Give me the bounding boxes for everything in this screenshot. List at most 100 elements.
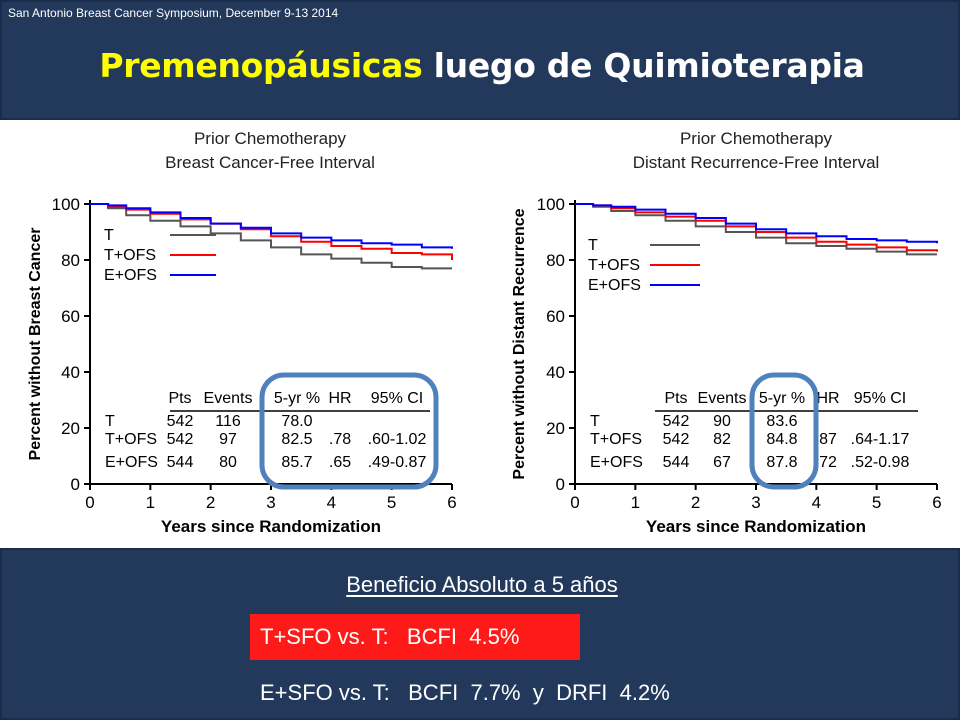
chart2-y-tick-label: 80 <box>546 251 565 270</box>
chart1-table-cell: 544 <box>167 454 194 471</box>
highlight-box <box>250 614 580 660</box>
chart1-table-cell: 97 <box>219 431 237 448</box>
chart2-title: Prior Chemotherapy <box>680 129 833 148</box>
chart2-table-cell: .64-1.17 <box>851 431 910 448</box>
chart1-x-tick-label: 4 <box>327 493 336 512</box>
chart1-table-header: 95% CI <box>371 390 423 407</box>
chart2-table-cell: 67 <box>713 454 731 471</box>
chart2-y-label: Percent without Distant Recurrence <box>511 208 528 479</box>
chart2-x-tick-label: 5 <box>872 493 881 512</box>
header-band: San Antonio Breast Cancer Symposium, Dec… <box>0 0 960 120</box>
chart1-table-header: 5-yr % <box>274 390 320 407</box>
chart2-table-cell: 90 <box>713 413 731 430</box>
chart1-y-tick-label: 40 <box>61 363 80 382</box>
chart1-table-cell: 116 <box>215 413 241 430</box>
chart1-y-tick-label: 60 <box>61 307 80 326</box>
chart1-x-label: Years since Randomization <box>161 517 381 536</box>
chart1-table-cell: 78.0 <box>281 413 312 430</box>
chart1-x-tick-label: 2 <box>206 493 215 512</box>
chart2-table-cell: 72 <box>819 454 837 471</box>
chart2-subtitle: Distant Recurrence-Free Interval <box>633 153 880 172</box>
chart1-table-header: Events <box>204 390 253 407</box>
conference-label: San Antonio Breast Cancer Symposium, Dec… <box>8 6 339 20</box>
chart1-legend-label: E+OFS <box>104 267 157 284</box>
chart2-legend-label: T+OFS <box>588 257 640 274</box>
chart2-series-e-ofs <box>575 203 938 244</box>
chart1-table-header: HR <box>328 390 351 407</box>
chart2-y-tick-label: 0 <box>556 475 565 494</box>
chart2-x-tick-label: 0 <box>570 493 579 512</box>
chart2-table-header: HR <box>816 390 839 407</box>
chart1-y-label: Percent without Breast Cancer <box>27 228 44 461</box>
chart1-table-cell: 80 <box>219 454 237 471</box>
benefit-subtitle: Beneficio Absoluto a 5 años <box>346 572 618 597</box>
chart2-table-cell: 82 <box>713 431 731 448</box>
chart2-table-cell: 542 <box>663 413 690 430</box>
chart2-x-tick-label: 3 <box>751 493 760 512</box>
chart1-series-e-ofs <box>90 203 453 249</box>
chart2-x-label: Years since Randomization <box>646 517 866 536</box>
chart2-table-cell: 84.8 <box>766 431 797 448</box>
title-highlight: Premenopáusicas <box>99 46 423 85</box>
chart1-series-t <box>90 203 452 270</box>
chart2-series-t <box>575 203 937 256</box>
title-rest: luego de Quimioterapia <box>433 46 865 85</box>
chart2-x-tick-label: 6 <box>932 493 941 512</box>
chart2-y-tick-label: 60 <box>546 307 565 326</box>
chart1-table-row-label: E+OFS <box>105 454 158 471</box>
chart1-x-tick-label: 1 <box>146 493 155 512</box>
benefit-line-2: E+SFO vs. T: BCFI 7.7% y DRFI 4.2% <box>260 680 670 705</box>
chart2-table-cell: 544 <box>663 454 690 471</box>
chart1-table-cell: .49-0.87 <box>368 454 427 471</box>
chart1-table-cell: 82.5 <box>281 431 312 448</box>
km-charts: Prior Chemotherapy Breast Cancer-Free Int… <box>27 129 942 536</box>
chart1-table-row-label: T <box>105 413 115 430</box>
chart1-subtitle: Breast Cancer-Free Interval <box>165 153 375 172</box>
chart2-legend-label: E+OFS <box>588 277 641 294</box>
chart2-table-cell: 542 <box>663 431 690 448</box>
chart2-table-cell: 83.6 <box>766 413 797 430</box>
chart1-table-cell: .78 <box>329 431 351 448</box>
chart2-table-row-label: T <box>590 413 600 430</box>
chart2-table-cell: 87 <box>819 431 837 448</box>
slide-title: Premenopáusicas luego de Quimioterapia <box>2 46 960 85</box>
chart2-x-tick-label: 4 <box>812 493 821 512</box>
chart2-y-tick-label: 100 <box>537 195 565 214</box>
chart1-x-tick-label: 5 <box>387 493 396 512</box>
chart2-table-header: 95% CI <box>854 390 906 407</box>
chart2-table-header: Events <box>698 390 747 407</box>
chart1-table-cell: 542 <box>167 431 194 448</box>
chart1-y-tick-label: 100 <box>52 195 80 214</box>
chart1-table-header: Pts <box>168 390 191 407</box>
chart1-table-row-label: T+OFS <box>105 431 157 448</box>
chart1-x-tick-label: 6 <box>447 493 456 512</box>
chart1-y-tick-label: 20 <box>61 419 80 438</box>
chart1-x-tick-label: 3 <box>266 493 275 512</box>
chart2-table-row-label: E+OFS <box>590 454 643 471</box>
footer-band: Beneficio Absoluto a 5 años T+SFO vs. T:… <box>0 548 960 720</box>
charts-area: Prior Chemotherapy Breast Cancer-Free Int… <box>0 120 960 548</box>
chart2-legend-label: T <box>588 237 598 254</box>
chart1-title: Prior Chemotherapy <box>194 129 347 148</box>
chart2-table-cell: .52-0.98 <box>851 454 910 471</box>
chart1-highlight-ring <box>259 372 439 490</box>
chart2-x-tick-label: 1 <box>631 493 640 512</box>
chart2-table-header: Pts <box>664 390 687 407</box>
chart2-x-tick-label: 2 <box>691 493 700 512</box>
chart1-table-cell: 542 <box>167 413 194 430</box>
chart2-table-row-label: T+OFS <box>590 431 642 448</box>
chart2-y-tick-label: 20 <box>546 419 565 438</box>
chart1-table-cell: .60-1.02 <box>368 431 427 448</box>
chart1-table-cell: .65 <box>329 454 351 471</box>
chart1-legend-label: T <box>104 227 114 244</box>
chart2-y-tick-label: 40 <box>546 363 565 382</box>
chart2-table-header: 5-yr % <box>759 390 805 407</box>
benefit-line-1: T+SFO vs. T: BCFI 4.5% <box>260 624 520 649</box>
chart1-legend-label: T+OFS <box>104 247 156 264</box>
chart1-table-cell: 85.7 <box>281 454 312 471</box>
chart2-highlight-ring <box>749 372 819 490</box>
chart1-y-tick-label: 0 <box>71 475 80 494</box>
chart1-x-tick-label: 0 <box>85 493 94 512</box>
chart1-y-tick-label: 80 <box>61 251 80 270</box>
chart2-table-cell: 87.8 <box>766 454 797 471</box>
